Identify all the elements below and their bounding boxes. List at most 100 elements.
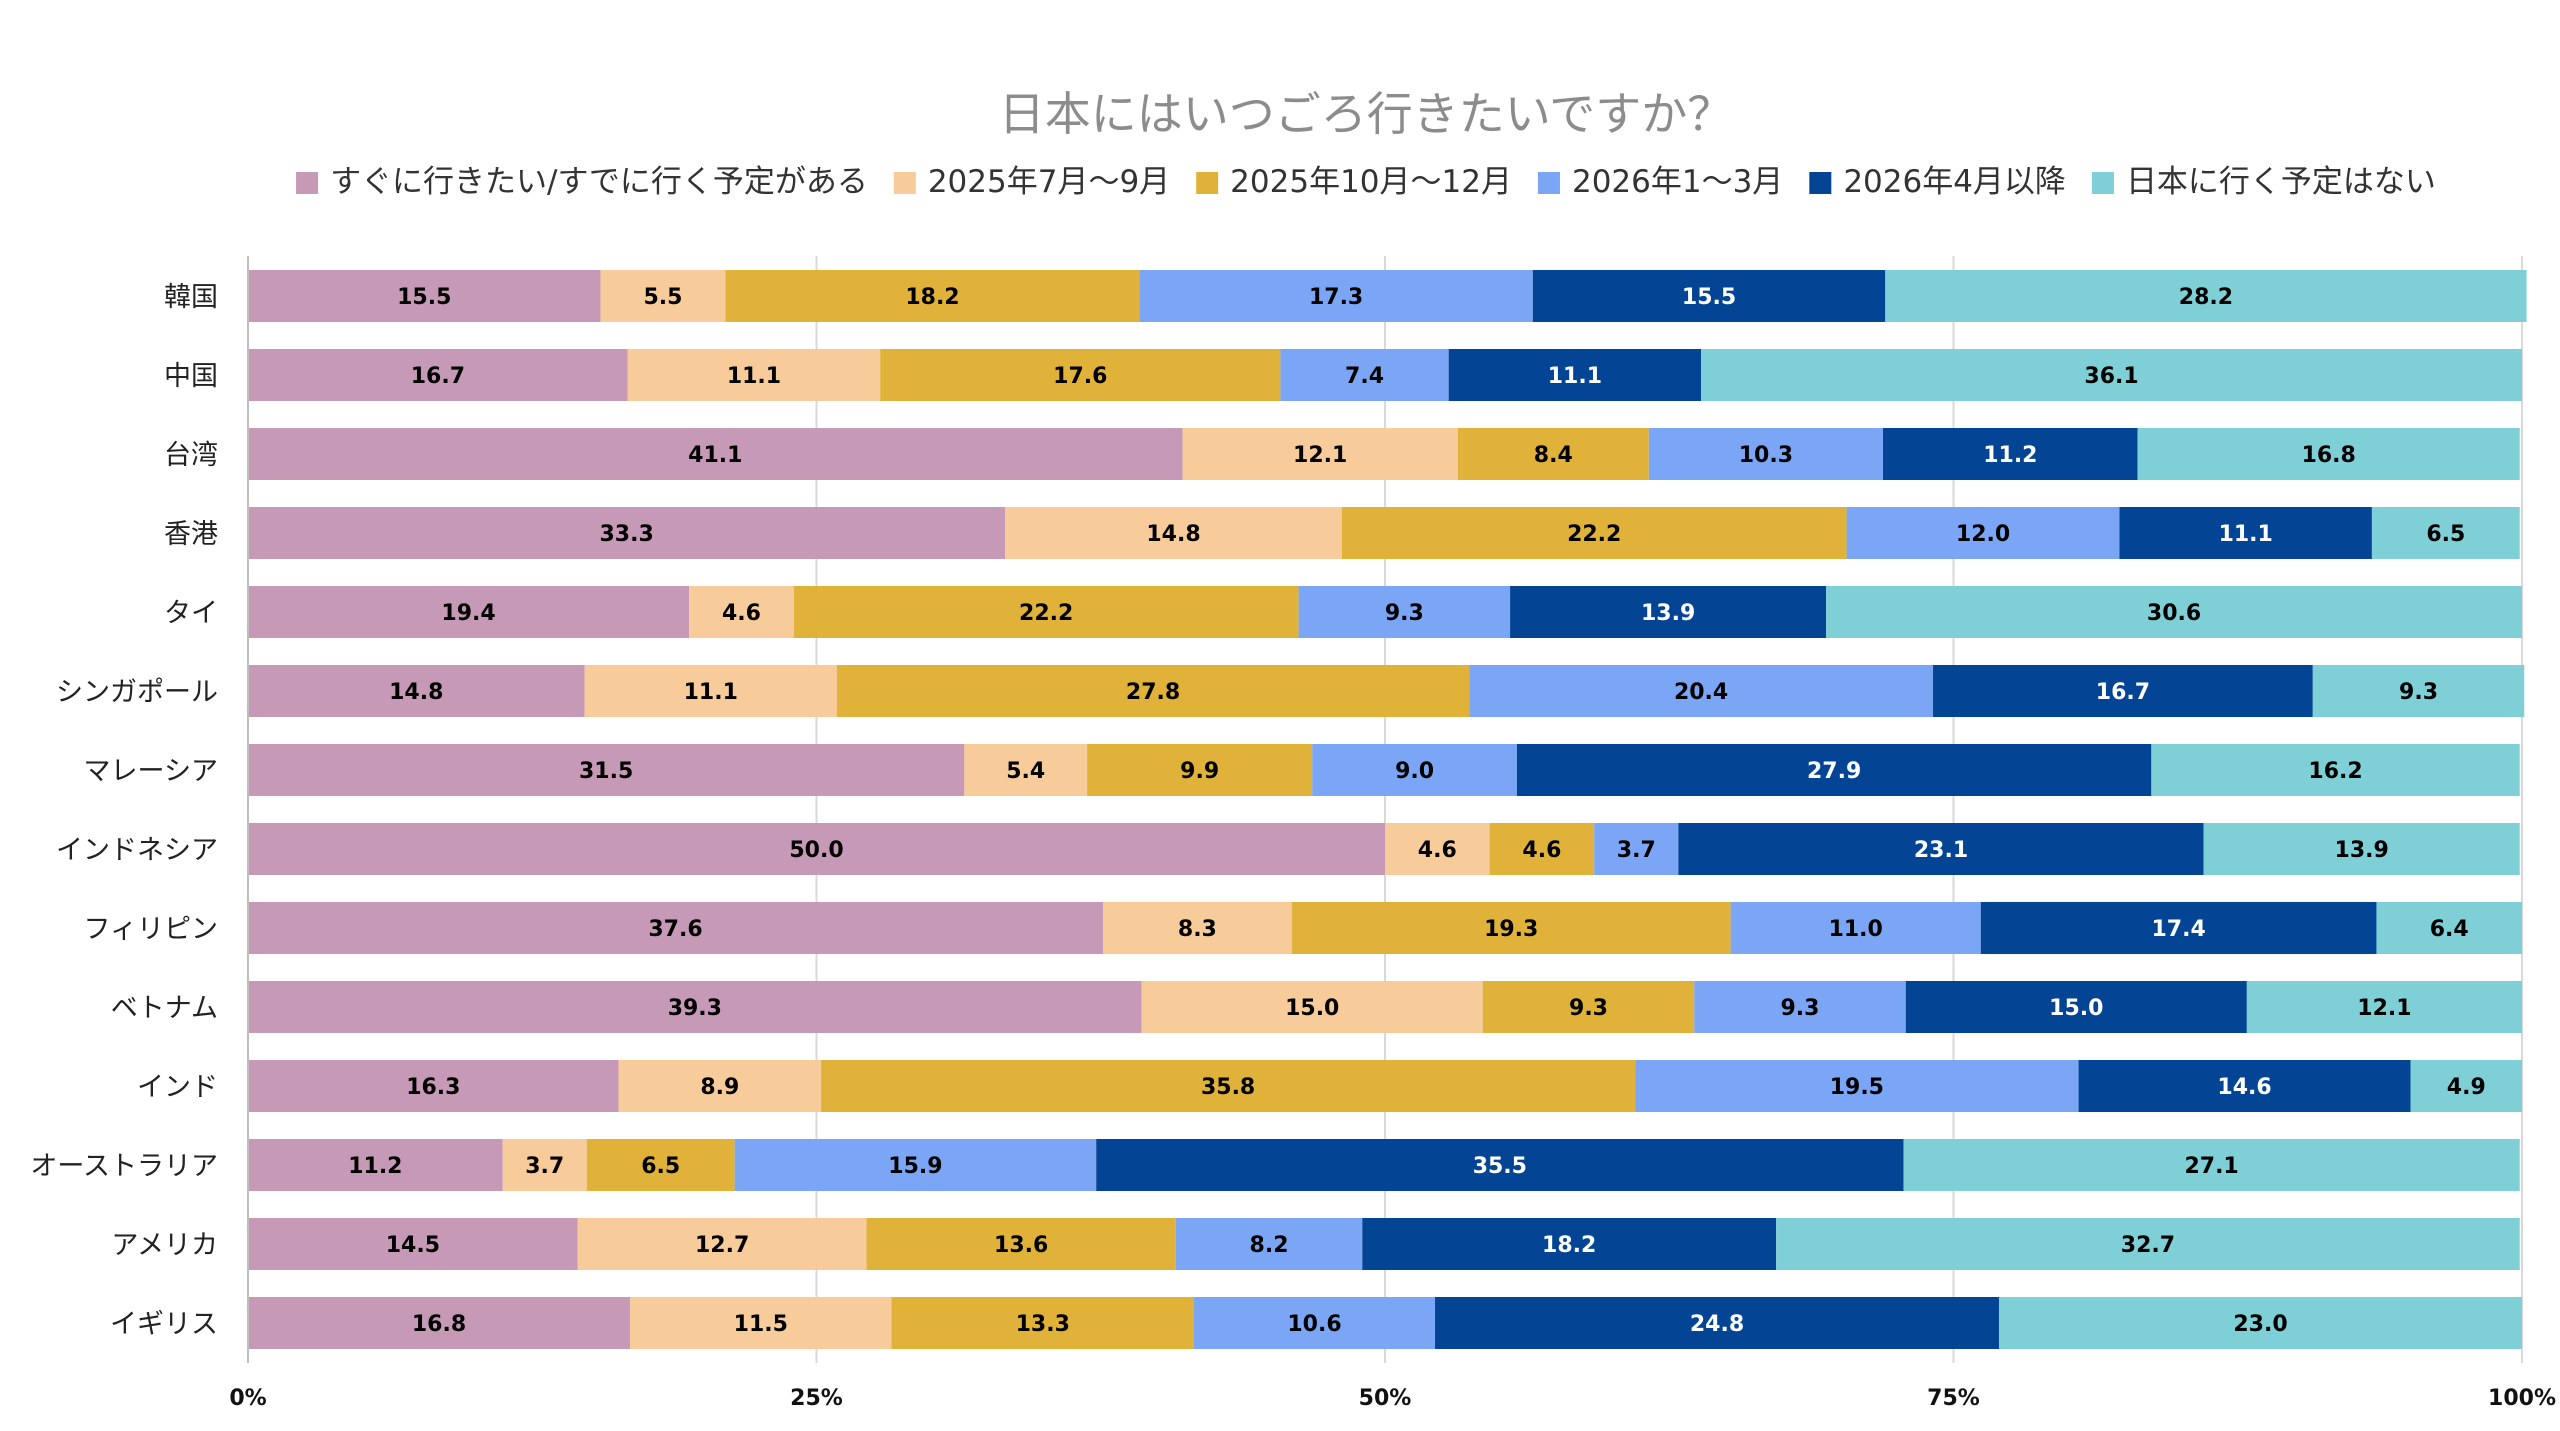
bar-segment bbox=[248, 823, 1385, 875]
data-label: 6.4 bbox=[2430, 917, 2469, 942]
bar-segment bbox=[248, 586, 690, 638]
data-label: 28.2 bbox=[2179, 285, 2233, 310]
data-label: 9.3 bbox=[1569, 996, 1608, 1021]
x-tick-label: 50% bbox=[1359, 1386, 1412, 1411]
bar-segment bbox=[1701, 349, 2522, 401]
legend-label: 2025年7月～9月 bbox=[928, 164, 1170, 200]
data-label: 15.9 bbox=[888, 1154, 942, 1179]
legend: すぐに行きたい/すでに行く予定がある 2025年7月～9月 2025年10月～12月… bbox=[296, 164, 2436, 200]
legend-swatch bbox=[1196, 172, 1219, 194]
data-label: 35.8 bbox=[1201, 1075, 1255, 1100]
data-label: 6.5 bbox=[641, 1154, 680, 1179]
bar-segment bbox=[2119, 507, 2372, 559]
bar-segment bbox=[2410, 1060, 2522, 1112]
bar-segment bbox=[1903, 1139, 2520, 1191]
bar-segment bbox=[1694, 981, 1906, 1033]
data-label: 10.6 bbox=[1287, 1312, 1341, 1337]
bar-segment bbox=[1298, 586, 1511, 638]
data-label: 50.0 bbox=[789, 838, 843, 863]
data-label: 27.1 bbox=[2184, 1154, 2238, 1179]
bar-segment bbox=[793, 586, 1299, 638]
bar-segment bbox=[1448, 349, 1702, 401]
data-label: 18.2 bbox=[1542, 1233, 1596, 1258]
data-label: 23.0 bbox=[2233, 1312, 2287, 1337]
bar-segment bbox=[1341, 507, 1847, 559]
bar-segment bbox=[2371, 507, 2520, 559]
bar-segment bbox=[1489, 823, 1595, 875]
bar-segment bbox=[248, 1060, 619, 1112]
data-label: 4.6 bbox=[722, 601, 761, 626]
bar-segment bbox=[584, 665, 837, 717]
data-label: 11.1 bbox=[727, 364, 781, 389]
category-label: 台湾 bbox=[164, 440, 218, 471]
data-label: 3.7 bbox=[525, 1154, 564, 1179]
bar-segment bbox=[2151, 744, 2520, 796]
bar-segment bbox=[1846, 507, 2120, 559]
data-label: 16.7 bbox=[2096, 680, 2150, 705]
bar-segment bbox=[1385, 823, 1490, 875]
data-label: 12.1 bbox=[1293, 443, 1347, 468]
grid bbox=[247, 256, 2523, 1363]
data-label: 27.8 bbox=[1126, 680, 1180, 705]
bar-segment bbox=[1139, 270, 1533, 322]
bar-segment bbox=[1905, 981, 2247, 1033]
bar-segment bbox=[627, 349, 881, 401]
bar-segment bbox=[1998, 1297, 2522, 1349]
data-label: 9.3 bbox=[1781, 996, 1820, 1021]
data-label: 17.6 bbox=[1053, 364, 1107, 389]
bar-segment bbox=[248, 665, 585, 717]
data-label: 15.5 bbox=[1682, 285, 1736, 310]
bar-segment bbox=[618, 1060, 822, 1112]
data-label: 16.2 bbox=[2308, 759, 2362, 784]
bar-segment bbox=[1280, 349, 1449, 401]
bar-segment bbox=[1516, 744, 2152, 796]
bar-segment bbox=[1776, 1218, 2520, 1270]
bar-segment bbox=[248, 1139, 503, 1191]
data-label: 12.0 bbox=[1956, 522, 2010, 547]
bar-segment bbox=[1096, 1139, 1904, 1191]
category-label: タイ bbox=[164, 598, 218, 629]
bar-segment bbox=[1730, 902, 1981, 954]
data-label: 13.9 bbox=[2335, 838, 2389, 863]
data-label: 13.9 bbox=[1641, 601, 1695, 626]
data-label: 6.5 bbox=[2426, 522, 2465, 547]
legend-label: すぐに行きたい/すでに行く予定がある bbox=[330, 164, 868, 200]
bar-segment bbox=[1141, 981, 1483, 1033]
data-label: 19.4 bbox=[441, 601, 495, 626]
data-label: 27.9 bbox=[1807, 759, 1861, 784]
data-label: 12.1 bbox=[2357, 996, 2411, 1021]
x-tick-label: 100% bbox=[2488, 1386, 2556, 1411]
bar-segment bbox=[1193, 1297, 1436, 1349]
bar-segment bbox=[1648, 428, 1884, 480]
data-label: 16.8 bbox=[2302, 443, 2356, 468]
bar-segment bbox=[725, 270, 1140, 322]
bar-segment bbox=[248, 1297, 631, 1349]
bar-segment bbox=[2312, 665, 2525, 717]
data-label: 33.3 bbox=[599, 522, 653, 547]
data-label: 8.3 bbox=[1178, 917, 1217, 942]
data-label: 4.9 bbox=[2447, 1075, 2486, 1100]
data-label: 8.2 bbox=[1250, 1233, 1289, 1258]
category-label: 中国 bbox=[164, 361, 218, 392]
data-label: 16.8 bbox=[412, 1312, 466, 1337]
legend-swatch bbox=[1809, 172, 1832, 194]
bar-segment bbox=[964, 744, 1088, 796]
bar-segment bbox=[1103, 902, 1292, 954]
legend-item: すぐに行きたい/すでに行く予定がある bbox=[296, 164, 868, 200]
legend-item: 2026年1～3月 bbox=[1537, 164, 1783, 200]
bar-segment bbox=[2137, 428, 2520, 480]
bar-segment bbox=[600, 270, 726, 322]
category-label: イギリス bbox=[110, 1309, 218, 1340]
x-tick-label: 25% bbox=[790, 1386, 843, 1411]
bar-segment bbox=[891, 1297, 1194, 1349]
legend-item: 2026年4月以降 bbox=[1809, 164, 2066, 200]
category-label: 香港 bbox=[164, 519, 218, 550]
legend-item: 2025年10月～12月 bbox=[1196, 164, 1512, 200]
bar-segment bbox=[1362, 1218, 1777, 1270]
bar-segment bbox=[248, 981, 1142, 1033]
data-label: 5.4 bbox=[1006, 759, 1045, 784]
data-label: 32.7 bbox=[2121, 1233, 2175, 1258]
category-label: マレーシア bbox=[84, 756, 218, 787]
data-label: 24.8 bbox=[1690, 1312, 1744, 1337]
bar-segment bbox=[836, 665, 1470, 717]
